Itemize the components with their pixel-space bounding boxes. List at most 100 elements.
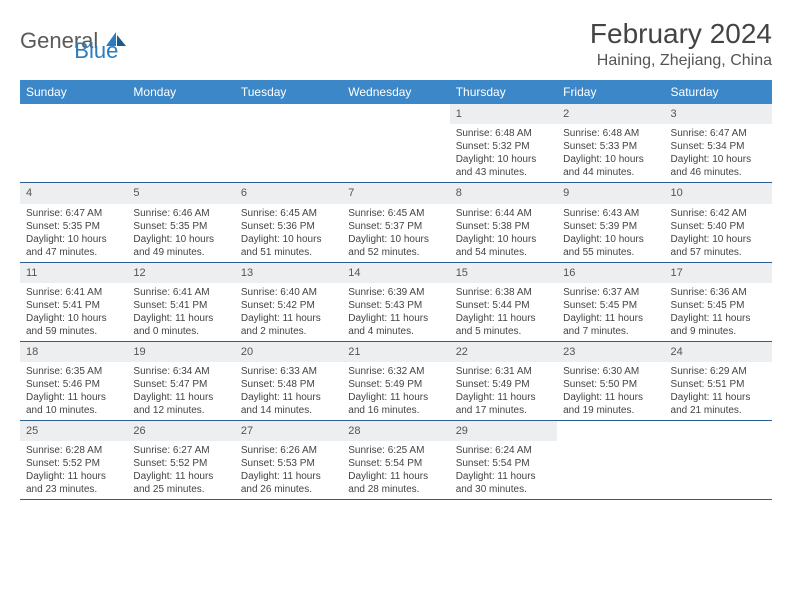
day-header-row: SundayMondayTuesdayWednesdayThursdayFrid… — [20, 80, 772, 104]
daylight-text: Daylight: 10 hours and 52 minutes. — [348, 233, 443, 259]
daylight-text: Daylight: 10 hours and 46 minutes. — [671, 153, 766, 179]
day-cell: 10Sunrise: 6:42 AMSunset: 5:40 PMDayligh… — [665, 183, 772, 261]
calendar: SundayMondayTuesdayWednesdayThursdayFrid… — [20, 80, 772, 500]
sunset-text: Sunset: 5:49 PM — [456, 378, 551, 391]
day-cell: 15Sunrise: 6:38 AMSunset: 5:44 PMDayligh… — [450, 263, 557, 341]
sunset-text: Sunset: 5:42 PM — [241, 299, 336, 312]
sunset-text: Sunset: 5:45 PM — [671, 299, 766, 312]
sunrise-text: Sunrise: 6:36 AM — [671, 286, 766, 299]
sunrise-text: Sunrise: 6:39 AM — [348, 286, 443, 299]
week-row: 11Sunrise: 6:41 AMSunset: 5:41 PMDayligh… — [20, 263, 772, 342]
day-details: Sunrise: 6:46 AMSunset: 5:35 PMDaylight:… — [127, 204, 234, 262]
day-number: 5 — [127, 183, 234, 203]
sunrise-text: Sunrise: 6:30 AM — [563, 365, 658, 378]
day-details: Sunrise: 6:40 AMSunset: 5:42 PMDaylight:… — [235, 283, 342, 341]
day-number: 8 — [450, 183, 557, 203]
sunrise-text: Sunrise: 6:46 AM — [133, 207, 228, 220]
sunrise-text: Sunrise: 6:32 AM — [348, 365, 443, 378]
day-header-cell: Monday — [127, 80, 234, 104]
daylight-text: Daylight: 11 hours and 19 minutes. — [563, 391, 658, 417]
day-details: Sunrise: 6:25 AMSunset: 5:54 PMDaylight:… — [342, 441, 449, 499]
logo: General Blue — [20, 18, 118, 64]
daylight-text: Daylight: 11 hours and 12 minutes. — [133, 391, 228, 417]
daylight-text: Daylight: 10 hours and 49 minutes. — [133, 233, 228, 259]
day-number: 20 — [235, 342, 342, 362]
sunset-text: Sunset: 5:52 PM — [133, 457, 228, 470]
day-cell: 23Sunrise: 6:30 AMSunset: 5:50 PMDayligh… — [557, 342, 664, 420]
day-number: 1 — [450, 104, 557, 124]
day-cell: 8Sunrise: 6:44 AMSunset: 5:38 PMDaylight… — [450, 183, 557, 261]
day-number: 12 — [127, 263, 234, 283]
day-header-cell: Saturday — [665, 80, 772, 104]
day-number: 7 — [342, 183, 449, 203]
sunrise-text: Sunrise: 6:24 AM — [456, 444, 551, 457]
daylight-text: Daylight: 10 hours and 59 minutes. — [26, 312, 121, 338]
day-header-cell: Thursday — [450, 80, 557, 104]
day-details: Sunrise: 6:37 AMSunset: 5:45 PMDaylight:… — [557, 283, 664, 341]
day-number: 27 — [235, 421, 342, 441]
day-cell: 21Sunrise: 6:32 AMSunset: 5:49 PMDayligh… — [342, 342, 449, 420]
sunrise-text: Sunrise: 6:43 AM — [563, 207, 658, 220]
day-cell: 13Sunrise: 6:40 AMSunset: 5:42 PMDayligh… — [235, 263, 342, 341]
day-details: Sunrise: 6:38 AMSunset: 5:44 PMDaylight:… — [450, 283, 557, 341]
sunset-text: Sunset: 5:54 PM — [348, 457, 443, 470]
day-cell — [665, 421, 772, 499]
day-cell: 16Sunrise: 6:37 AMSunset: 5:45 PMDayligh… — [557, 263, 664, 341]
day-cell: 5Sunrise: 6:46 AMSunset: 5:35 PMDaylight… — [127, 183, 234, 261]
day-number: 10 — [665, 183, 772, 203]
day-cell — [20, 104, 127, 182]
sunrise-text: Sunrise: 6:45 AM — [348, 207, 443, 220]
day-cell — [235, 104, 342, 182]
day-number: 2 — [557, 104, 664, 124]
sunrise-text: Sunrise: 6:34 AM — [133, 365, 228, 378]
day-number: 26 — [127, 421, 234, 441]
sunset-text: Sunset: 5:38 PM — [456, 220, 551, 233]
day-number: 4 — [20, 183, 127, 203]
day-details: Sunrise: 6:48 AMSunset: 5:33 PMDaylight:… — [557, 124, 664, 182]
day-cell — [557, 421, 664, 499]
day-number: 9 — [557, 183, 664, 203]
day-cell: 7Sunrise: 6:45 AMSunset: 5:37 PMDaylight… — [342, 183, 449, 261]
day-details: Sunrise: 6:44 AMSunset: 5:38 PMDaylight:… — [450, 204, 557, 262]
sunset-text: Sunset: 5:46 PM — [26, 378, 121, 391]
daylight-text: Daylight: 11 hours and 25 minutes. — [133, 470, 228, 496]
day-details: Sunrise: 6:33 AMSunset: 5:48 PMDaylight:… — [235, 362, 342, 420]
day-header-cell: Sunday — [20, 80, 127, 104]
day-cell: 28Sunrise: 6:25 AMSunset: 5:54 PMDayligh… — [342, 421, 449, 499]
daylight-text: Daylight: 11 hours and 26 minutes. — [241, 470, 336, 496]
sunrise-text: Sunrise: 6:28 AM — [26, 444, 121, 457]
day-details: Sunrise: 6:32 AMSunset: 5:49 PMDaylight:… — [342, 362, 449, 420]
day-details: Sunrise: 6:39 AMSunset: 5:43 PMDaylight:… — [342, 283, 449, 341]
day-cell — [127, 104, 234, 182]
daylight-text: Daylight: 11 hours and 2 minutes. — [241, 312, 336, 338]
logo-text-2: Blue — [74, 38, 118, 64]
sunset-text: Sunset: 5:45 PM — [563, 299, 658, 312]
sunrise-text: Sunrise: 6:37 AM — [563, 286, 658, 299]
sunrise-text: Sunrise: 6:31 AM — [456, 365, 551, 378]
day-cell: 14Sunrise: 6:39 AMSunset: 5:43 PMDayligh… — [342, 263, 449, 341]
day-header-cell: Tuesday — [235, 80, 342, 104]
day-details: Sunrise: 6:41 AMSunset: 5:41 PMDaylight:… — [20, 283, 127, 341]
sunset-text: Sunset: 5:35 PM — [133, 220, 228, 233]
sunset-text: Sunset: 5:33 PM — [563, 140, 658, 153]
sunrise-text: Sunrise: 6:42 AM — [671, 207, 766, 220]
sunset-text: Sunset: 5:54 PM — [456, 457, 551, 470]
sunset-text: Sunset: 5:41 PM — [133, 299, 228, 312]
sunrise-text: Sunrise: 6:48 AM — [563, 127, 658, 140]
daylight-text: Daylight: 11 hours and 9 minutes. — [671, 312, 766, 338]
sunrise-text: Sunrise: 6:45 AM — [241, 207, 336, 220]
day-header-cell: Friday — [557, 80, 664, 104]
day-number: 28 — [342, 421, 449, 441]
daylight-text: Daylight: 11 hours and 17 minutes. — [456, 391, 551, 417]
day-cell: 3Sunrise: 6:47 AMSunset: 5:34 PMDaylight… — [665, 104, 772, 182]
header: General Blue February 2024 Haining, Zhej… — [20, 18, 772, 70]
day-cell: 2Sunrise: 6:48 AMSunset: 5:33 PMDaylight… — [557, 104, 664, 182]
sunset-text: Sunset: 5:41 PM — [26, 299, 121, 312]
sunrise-text: Sunrise: 6:41 AM — [133, 286, 228, 299]
sunset-text: Sunset: 5:44 PM — [456, 299, 551, 312]
day-number: 29 — [450, 421, 557, 441]
day-cell: 9Sunrise: 6:43 AMSunset: 5:39 PMDaylight… — [557, 183, 664, 261]
sunset-text: Sunset: 5:32 PM — [456, 140, 551, 153]
sunrise-text: Sunrise: 6:47 AM — [671, 127, 766, 140]
daylight-text: Daylight: 10 hours and 55 minutes. — [563, 233, 658, 259]
